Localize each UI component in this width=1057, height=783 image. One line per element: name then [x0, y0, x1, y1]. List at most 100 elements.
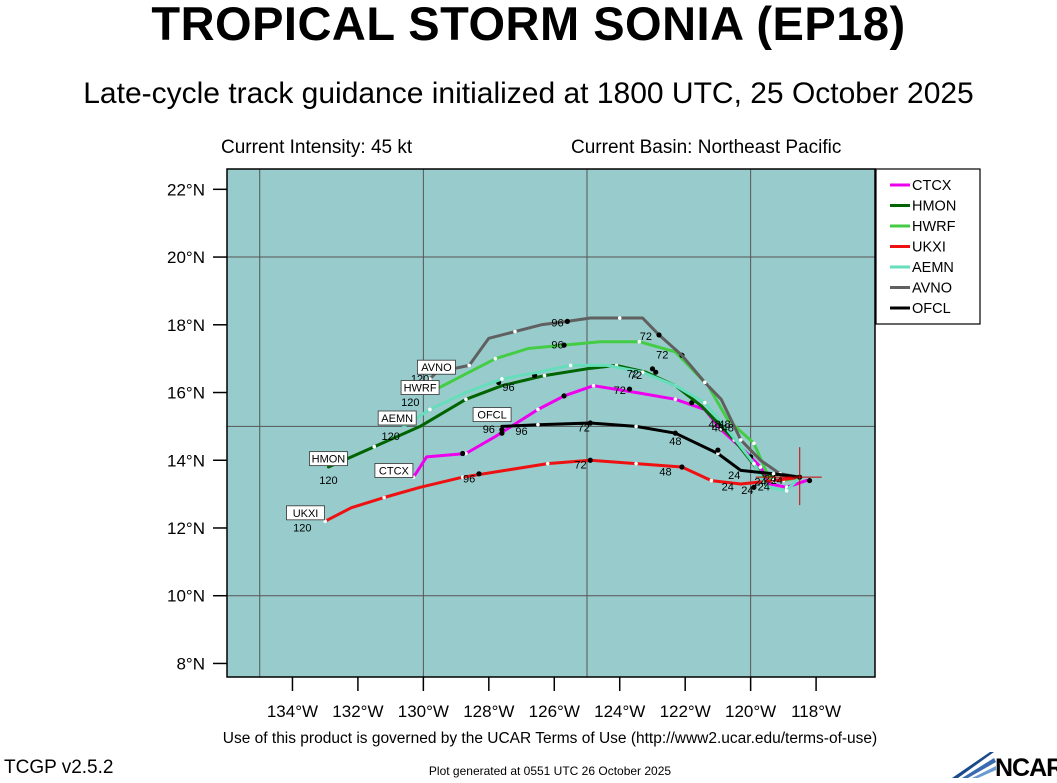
forecast-hour-label: 120 — [401, 397, 419, 409]
track-marker — [640, 370, 645, 375]
model-tag-ctcx: CTCX — [374, 463, 414, 478]
forecast-hour-label: 24 — [758, 482, 770, 494]
model-tag-box — [374, 463, 414, 478]
y-tick-label: 16°N — [167, 384, 205, 403]
forecast-point — [564, 318, 570, 324]
model-tag-label: AEMN — [381, 413, 413, 425]
forecast-hour-label: 24 — [728, 470, 740, 482]
model-tag-box — [286, 505, 325, 521]
model-tag-avno: AVNO — [417, 359, 456, 375]
forecast-hour-label: 24 — [722, 482, 734, 494]
forecast-point — [499, 427, 505, 433]
forecast-hour-label: 96 — [551, 339, 563, 351]
legend-label-ctcx: CTCX — [912, 178, 952, 194]
forecast-hour-label: 96 — [483, 424, 495, 436]
track-marker — [716, 451, 720, 456]
model-tag-label: HWRF — [404, 383, 437, 395]
track-marker — [752, 441, 756, 446]
model-tag-box — [400, 380, 440, 395]
forecast-hour-label: 24 — [764, 473, 776, 485]
track-marker — [703, 400, 707, 405]
forecast-hour-label: 120 — [293, 522, 311, 534]
model-tag-hmon: HMON — [309, 451, 348, 467]
plot-border — [226, 168, 876, 678]
plot-generated-text: Plot generated at 0551 UTC 26 October 20… — [428, 764, 672, 778]
forecast-point — [561, 342, 567, 348]
model-tag-label: AVNO — [421, 362, 452, 374]
forecast-hour-label: 72 — [630, 370, 642, 382]
forecast-point — [587, 420, 593, 426]
track-lines — [323, 316, 813, 524]
track-marker — [637, 339, 642, 344]
forecast-hour-label: 120 — [319, 475, 337, 487]
track-marker — [703, 380, 707, 385]
x-tick-label: 120°W — [725, 702, 776, 721]
x-tick-label: 130°W — [398, 702, 449, 721]
track-marker — [382, 495, 386, 500]
forecast-hour-label: 48 — [709, 419, 721, 431]
forecast-hour-label: 48 — [718, 419, 730, 431]
track-marker — [428, 377, 432, 381]
track-marker — [323, 519, 327, 524]
forecast-hour-label: 96 — [551, 317, 563, 329]
track-marker — [739, 438, 743, 442]
forecast-hour-label: 72 — [627, 368, 639, 380]
track-marker — [536, 407, 540, 412]
model-tag-box — [417, 359, 456, 375]
forecast-hour-label: 96 — [502, 382, 514, 394]
track-marker — [493, 356, 498, 361]
forecast-point — [561, 393, 567, 399]
track-marker — [784, 488, 789, 493]
axes: 8°N 10°N 12°N 14°N 16°N 18°N 20°N 22°N 134°W 132°… — [167, 180, 841, 721]
forecast-hour-label: 72 — [614, 385, 626, 397]
page-subtitle: Late-cycle track guidance initialized at… — [83, 77, 974, 110]
forecast-hour-label: 72 — [656, 350, 668, 362]
x-tick-label: 126°W — [529, 702, 580, 721]
model-tag-label: OFCL — [477, 410, 506, 422]
x-tick-label: 132°W — [332, 702, 383, 721]
model-end-tags: CTCX HMON HWRF UKXI AEMN AVNO OFCL — [286, 359, 512, 521]
y-tick-label: 8°N — [176, 654, 205, 673]
track-marker — [428, 407, 432, 412]
forecast-hour-label: 48 — [659, 466, 671, 478]
track-marker — [634, 461, 638, 466]
model-tag-ofcl: OFCL — [472, 407, 512, 423]
page-title: TROPICAL STORM SONIA (EP18) — [151, 0, 906, 50]
x-tick-label: 122°W — [660, 702, 711, 721]
model-tag-ukxi: UKXI — [286, 505, 325, 521]
track-marker — [568, 363, 573, 368]
forecast-hour-label: 48 — [722, 422, 734, 434]
y-tick-label: 22°N — [167, 180, 205, 199]
track-marker — [460, 475, 465, 479]
ncar-logo-text: NCAR — [995, 754, 1057, 782]
legend-label-hwrf: HWRF — [912, 219, 956, 235]
model-tag-label: CTCX — [379, 465, 410, 477]
forecast-hour-label: 24 — [771, 475, 783, 487]
model-tag-box — [309, 451, 348, 467]
x-tick-label: 128°W — [463, 702, 514, 721]
track-marker — [634, 424, 638, 429]
forecast-hour-label: 48 — [712, 422, 724, 434]
y-tick-label: 12°N — [167, 519, 205, 538]
forecast-hour-label: 24 — [741, 485, 753, 497]
track-marker — [536, 422, 540, 427]
track-marker — [372, 444, 377, 449]
y-tick-label: 18°N — [167, 316, 205, 335]
model-tag-hwrf: HWRF — [400, 380, 440, 395]
forecast-point — [715, 447, 721, 453]
forecast-point — [672, 430, 678, 436]
terms-of-use-text: Use of this product is governed by the U… — [222, 730, 878, 747]
forecast-hour-label: 48 — [669, 436, 681, 448]
forecast-point — [476, 471, 482, 477]
track-marker — [771, 472, 776, 476]
legend-label-aemn: AEMN — [912, 260, 954, 276]
track-avno — [428, 316, 802, 479]
y-tick-label: 10°N — [167, 587, 205, 606]
track-marker — [467, 363, 471, 368]
track-marker — [500, 377, 504, 381]
track-marker — [513, 329, 517, 334]
forecast-point — [656, 332, 662, 338]
legend-label-avno: AVNO — [912, 281, 952, 297]
track-marker — [542, 373, 547, 378]
